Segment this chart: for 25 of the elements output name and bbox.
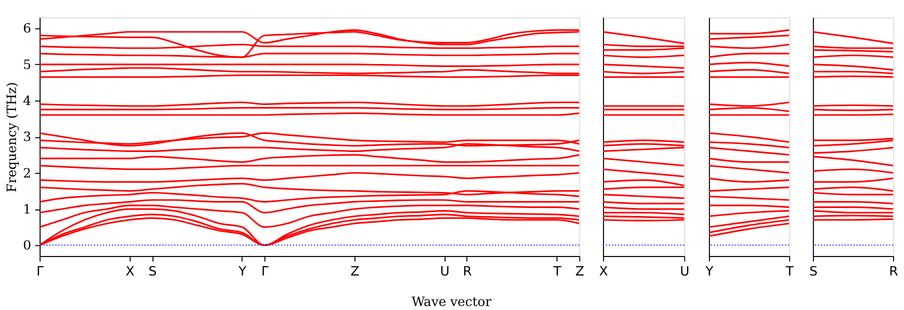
x-tick-label: T	[552, 264, 562, 280]
y-tick-label: 5	[23, 58, 32, 73]
x-tick-label: R	[889, 264, 898, 280]
x-tick-label: U	[440, 264, 450, 280]
x-tick-label: Γ	[36, 264, 45, 280]
x-tick-label: Y	[238, 264, 247, 280]
x-tick-label: S	[809, 264, 818, 280]
x-tick-label: X	[599, 264, 608, 280]
x-tick-label: Z	[350, 264, 360, 280]
y-tick-label: 0	[23, 238, 32, 254]
y-tick-label: 6	[23, 22, 32, 37]
x-tick-label: R	[462, 264, 472, 280]
x-tick-label: U	[680, 264, 690, 280]
y-axis-title: Frequency (THz)	[5, 82, 20, 192]
y-tick-label: 3	[23, 130, 32, 146]
y-tick-label: 4	[23, 94, 32, 110]
x-tick-label: Γ	[261, 264, 270, 280]
y-tick-label: 1	[23, 202, 32, 218]
x-tick-label: S	[148, 264, 157, 280]
y-tick-label: 2	[23, 166, 32, 182]
x-tick-label: Z	[575, 264, 584, 280]
x-tick-label: Y	[704, 264, 714, 280]
x-tick-label: X	[126, 264, 135, 280]
x-tick-label: T	[784, 264, 794, 280]
x-axis-title: Wave vector	[412, 295, 492, 310]
